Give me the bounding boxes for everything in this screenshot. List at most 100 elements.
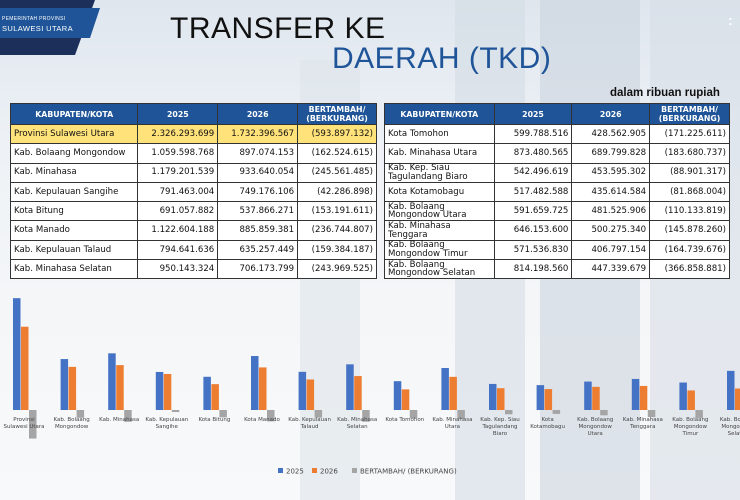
change-cell: (159.384.187) <box>297 239 377 261</box>
change-cell: (171.225.611) <box>649 123 730 145</box>
change-cell: (110.133.819) <box>649 201 730 222</box>
value-2025-cell: 646.153.600 <box>493 220 573 241</box>
change-cell: (88.901.317) <box>649 162 730 183</box>
table-row: Provinsi Sulawesi Utara 2.326.293.699 1.73… <box>9 123 377 145</box>
table-row: Kota Bitung 691.057.882 537.866.271 (153.19… <box>9 201 377 222</box>
value-2026-cell: 428.562.905 <box>571 123 651 145</box>
value-2026-cell: 435.614.584 <box>571 181 651 203</box>
table-row: Kab. Kepulauan Sangihe 791.463.004 749.176… <box>9 181 377 203</box>
bar-2025 <box>60 359 69 410</box>
bar-2025 <box>13 298 21 410</box>
region-cell: Kab. Minahasa Tenggara <box>384 220 495 241</box>
bar-2025 <box>584 381 592 410</box>
bar-change <box>457 410 465 419</box>
tkd-bar-chart: Provinsi Sulawesi Utara Kab. Bolaang Mongon… <box>3 298 740 476</box>
change-cell: (245.561.485) <box>297 162 377 183</box>
bar-2025 <box>108 353 116 410</box>
value-2025-cell: 599.788.516 <box>493 123 573 145</box>
table-row: Kota Kotamobagu 517.482.588 435.614.584 (81… <box>384 181 730 203</box>
value-2025-cell: 691.057.882 <box>137 201 219 222</box>
bar-change <box>362 410 370 422</box>
table-row: Kab. Bolaang Mongondow 1.059.598.768 897.0… <box>9 143 377 164</box>
bar-2026 <box>354 376 362 410</box>
x-axis-tick-label: Kab. Kep. Siau Tagulandang Biaro <box>480 417 519 437</box>
bar-2026 <box>259 367 267 410</box>
value-2026-cell: 481.525.906 <box>571 201 651 222</box>
change-cell: (243.969.525) <box>297 259 377 280</box>
value-2025-cell: 591.659.725 <box>493 201 573 222</box>
value-2026-cell: 406.797.154 <box>571 239 651 261</box>
table-row: Kab. Minahasa Tenggara 646.153.600 500.275… <box>384 220 730 241</box>
bar-2026 <box>211 384 219 410</box>
x-axis-tick-label: Kota Manado <box>244 417 280 423</box>
change-cell: (183.680.737) <box>649 143 730 164</box>
change-cell: (145.878.260) <box>649 220 730 241</box>
column-header-2025: 2025 <box>493 103 573 125</box>
logo-subtitle: PEMERINTAH PROVINSI <box>2 16 66 22</box>
table-row: Kab. Kep. Siau Tagulandang Biaro 542.496.… <box>384 162 730 183</box>
value-2025-cell: 2.326.293.699 <box>137 123 219 145</box>
page-title-line-2: DAERAH (TKD) <box>332 42 552 75</box>
table-row: Kota Tomohon 599.788.516 428.562.905 (171.2… <box>384 123 730 145</box>
bar-2026 <box>449 376 457 410</box>
table-row: Kab. Kepulauan Talaud 794.641.636 635.257.… <box>9 239 377 261</box>
change-cell: (593.897.132) <box>297 123 377 145</box>
page-title-line-1: TRANSFER KE <box>170 12 386 45</box>
legend-swatch <box>278 468 283 473</box>
bar-2026 <box>21 326 29 410</box>
region-cell: Kab. Bolaang Mongondow <box>9 143 139 164</box>
legend-swatch <box>352 468 357 473</box>
bar-2026 <box>544 389 553 410</box>
value-2025-cell: 794.641.636 <box>137 239 219 261</box>
logo-title: SULAWESI UTARA <box>2 24 74 33</box>
value-2025-cell: 1.179.201.539 <box>137 162 219 183</box>
unit-note: dalam ribuan rupiah <box>610 87 720 99</box>
tkd-table-right: KABUPATEN/KOTA 2025 2026 BERTAMBAH/ (BER… <box>384 103 730 280</box>
bar-change <box>314 410 323 418</box>
value-2026-cell: 706.173.799 <box>217 259 299 280</box>
column-header-region: KABUPATEN/KOTA <box>9 103 139 125</box>
bar-2025 <box>298 371 307 410</box>
bar-2026 <box>687 390 695 410</box>
bar-2026 <box>592 386 600 410</box>
value-2026-cell: 749.176.106 <box>217 181 299 203</box>
value-2026-cell: 500.275.340 <box>571 220 651 241</box>
table-row: Kab. Minahasa Utara 873.480.565 689.799.82… <box>384 143 730 164</box>
region-cell: Kab. Kepulauan Sangihe <box>9 181 139 203</box>
change-cell: (162.524.615) <box>297 143 377 164</box>
region-cell: Kota Kotamobagu <box>384 181 495 203</box>
value-2025-cell: 571.536.830 <box>493 239 573 261</box>
value-2025-cell: 791.463.004 <box>137 181 219 203</box>
bar-2026 <box>639 385 648 410</box>
column-header-2026: 2026 <box>571 103 651 125</box>
bar-2025 <box>631 378 640 410</box>
column-header-change: BERTAMBAH/ (BERKURANG) <box>297 103 377 125</box>
table-row: Kab. Bolaang Mongondow Utara 591.659.725 4… <box>384 201 730 222</box>
column-header-2026: 2026 <box>217 103 299 125</box>
bar-2026 <box>116 365 124 410</box>
value-2026-cell: 933.640.054 <box>217 162 299 183</box>
change-cell: (153.191.611) <box>297 201 377 222</box>
value-2026-cell: 537.866.271 <box>217 201 299 222</box>
bar-2025 <box>155 371 164 410</box>
x-axis-tick-label: Kab. Bolaang Mongondow Utara <box>577 417 613 437</box>
change-cell: (366.858.881) <box>649 259 730 280</box>
table-row: Kab. Bolaang Mongondow Selatan 814.198.56… <box>384 259 730 280</box>
value-2025-cell: 1.122.604.188 <box>137 220 219 241</box>
value-2025-cell: 950.143.324 <box>137 259 219 280</box>
region-cell: Kab. Bolaang Mongondow Utara <box>384 201 495 222</box>
region-cell: Kota Tomohon <box>384 123 495 145</box>
value-2026-cell: 897.074.153 <box>217 143 299 164</box>
bar-2025 <box>489 383 497 410</box>
x-axis-tick-label: Kab. Bolaang Mongondow <box>53 417 89 430</box>
x-axis-tick-label: Kab. Minahasa Utara <box>432 417 472 430</box>
bar-change <box>409 410 418 419</box>
region-cell: Kab. Minahasa Selatan <box>9 259 139 280</box>
value-2026-cell: 885.859.381 <box>217 220 299 241</box>
value-2026-cell: 635.257.449 <box>217 239 299 261</box>
x-axis-tick-label: Kab. Bolaang Mongondow Timur <box>672 417 708 437</box>
bar-2025 <box>727 370 735 410</box>
value-2026-cell: 689.799.828 <box>571 143 651 164</box>
bar-change <box>219 410 227 418</box>
bar-2025 <box>536 385 545 410</box>
